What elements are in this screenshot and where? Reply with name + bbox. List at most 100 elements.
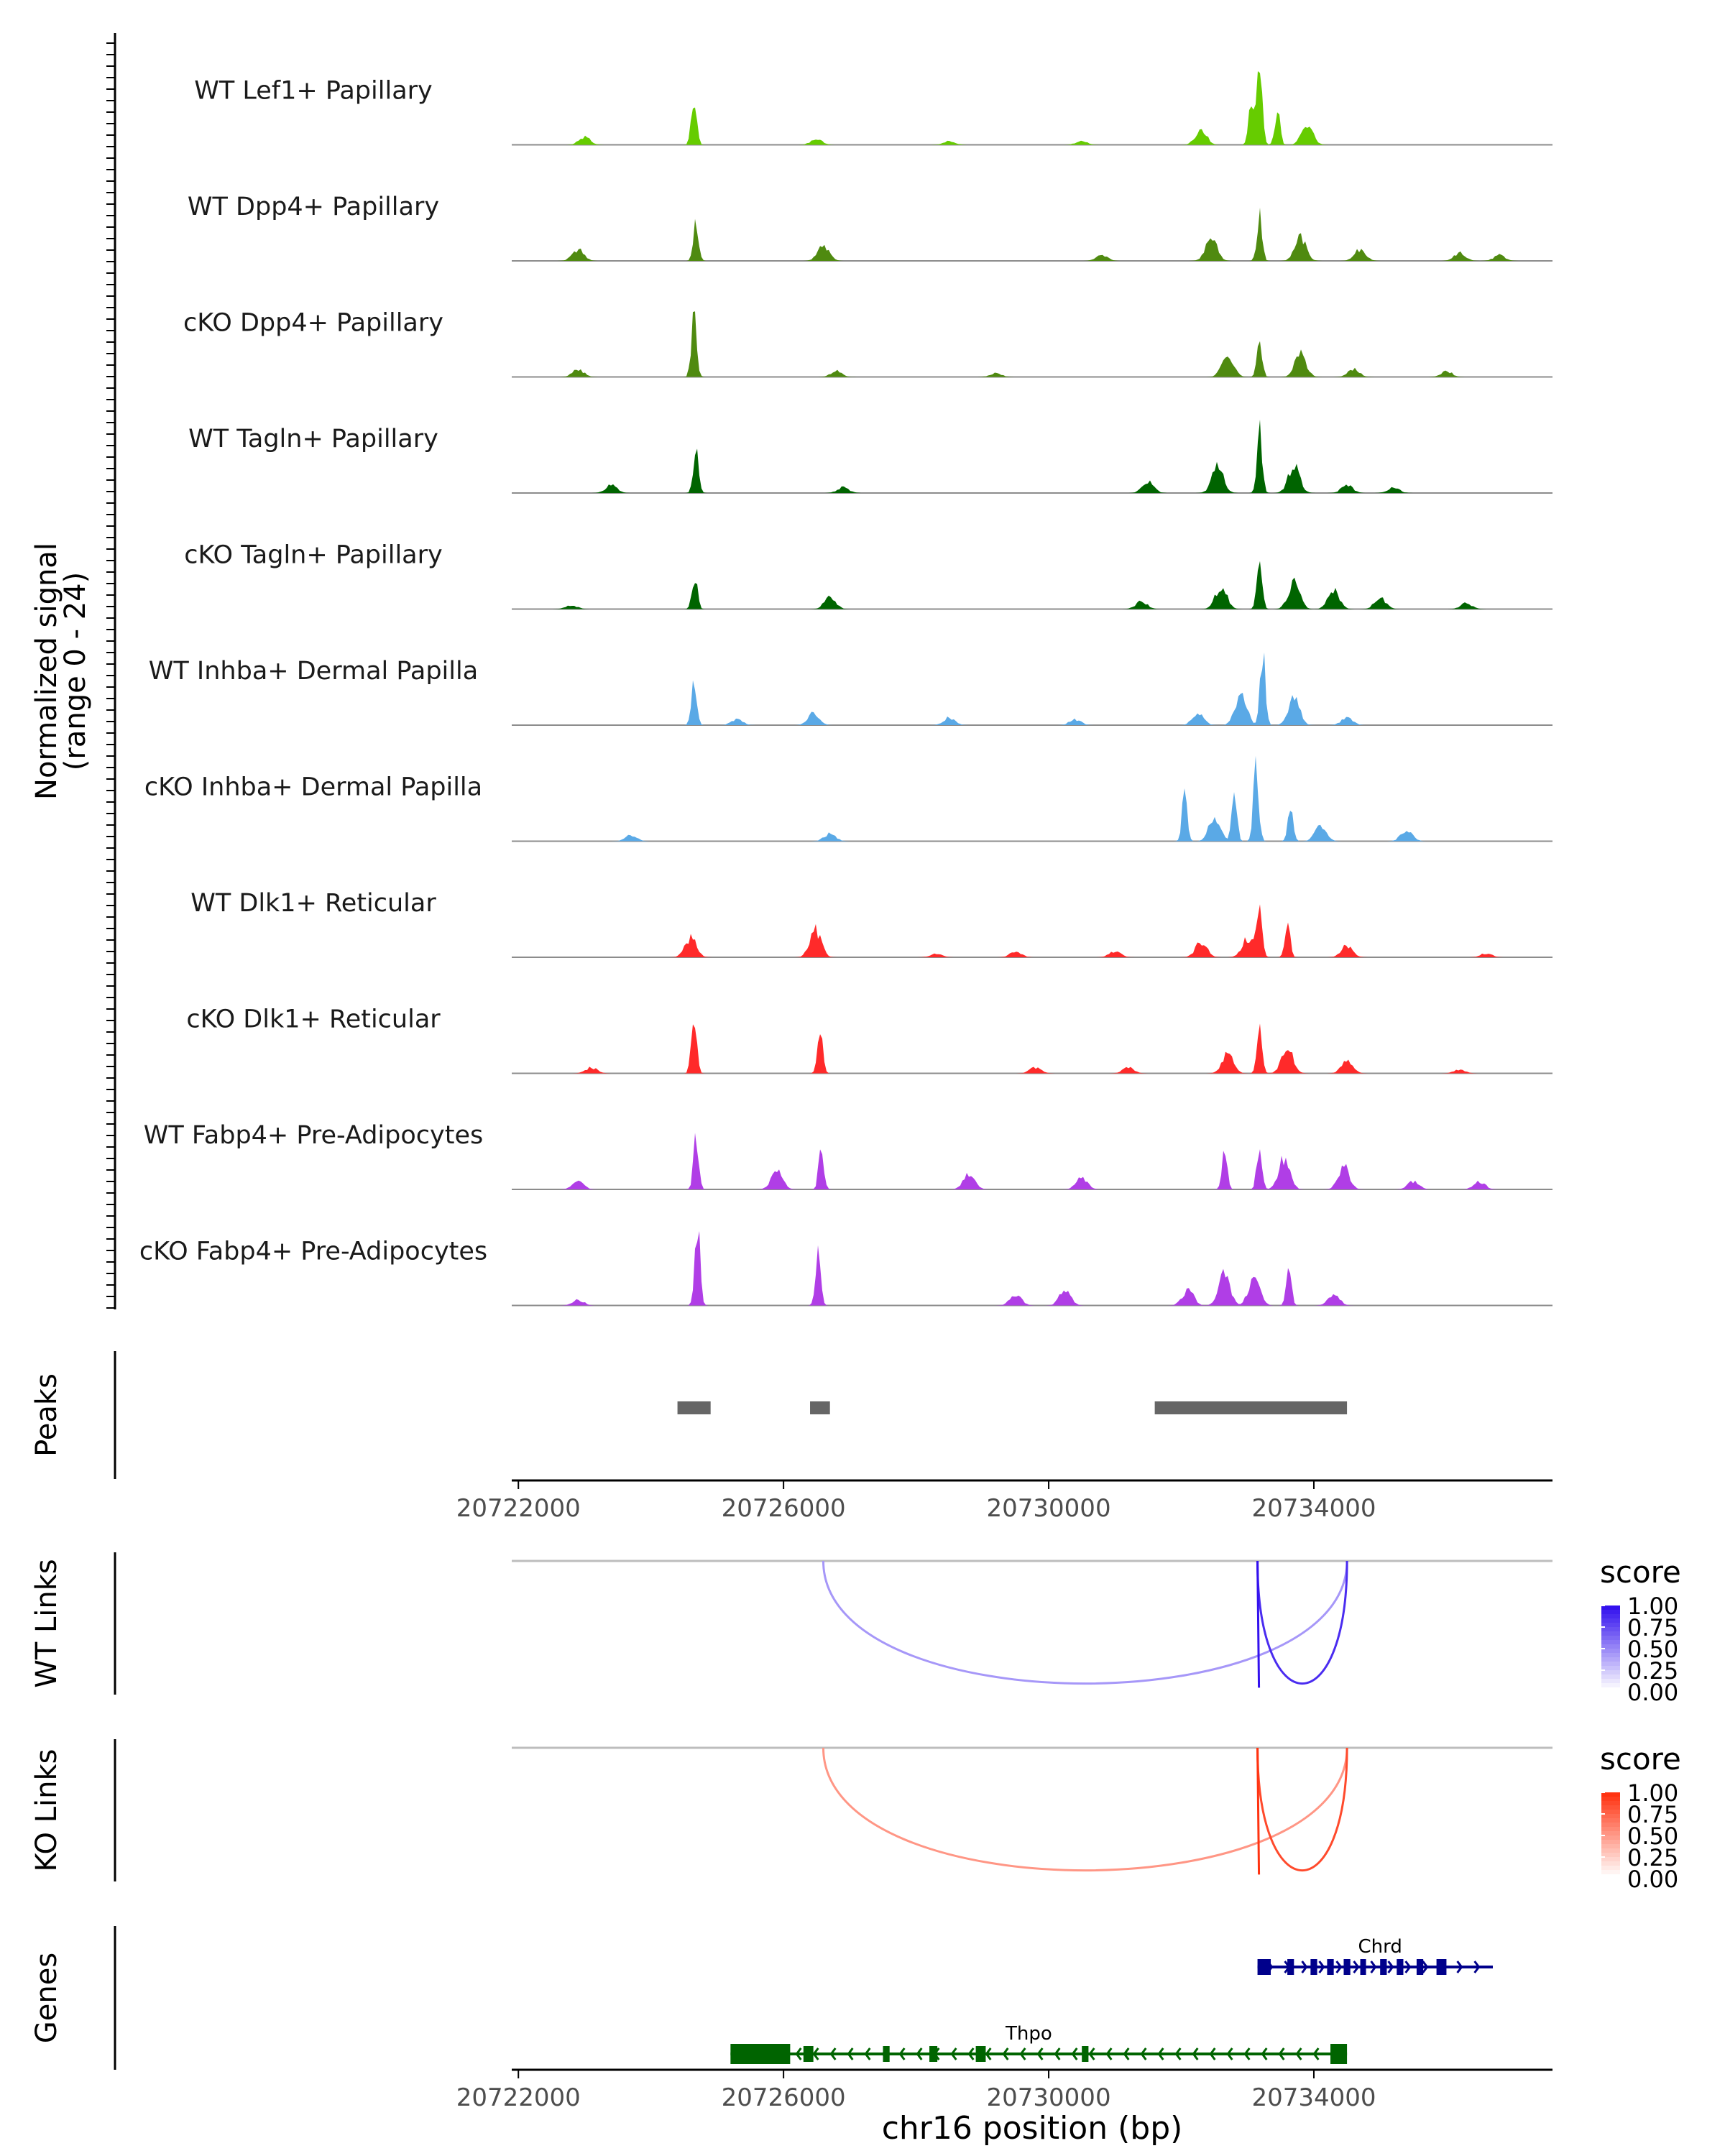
strand-arrow — [1353, 1961, 1360, 1973]
x-tick-label: 20734000 — [1251, 1494, 1376, 1523]
strand-arrow — [1370, 1961, 1377, 1973]
legend-gradient-step — [1601, 1614, 1620, 1619]
gene-thpo: Thpo — [730, 2023, 1348, 2064]
strand-arrow — [812, 2047, 819, 2060]
track-signal-area — [512, 1133, 1552, 1189]
signal-axis-ticks — [106, 42, 115, 1309]
legend-gradient-step — [1601, 1801, 1620, 1806]
strand-arrow — [864, 2047, 871, 2060]
strand-arrow — [1105, 2047, 1113, 2060]
strand-arrow — [916, 2047, 923, 2060]
legend-tick-label: 0.00 — [1627, 1866, 1678, 1893]
gene-exon — [730, 2044, 791, 2064]
x-tick-label: 20722000 — [456, 1494, 581, 1523]
y-axis-label: Normalized signal — [30, 543, 63, 800]
gene-exon — [883, 2046, 890, 2062]
peak-region — [1154, 1401, 1348, 1414]
strand-arrow — [1318, 1961, 1325, 1973]
legend-gradient-step — [1601, 1649, 1620, 1654]
gene-exon — [1330, 2044, 1348, 2064]
legend-gradient-step — [1601, 1657, 1620, 1662]
gene-exon — [1343, 1959, 1351, 1975]
legend-gradient-step — [1601, 1853, 1620, 1858]
strand-arrow — [1226, 2047, 1233, 2060]
wt-links-track — [512, 1560, 1552, 1688]
track-signal-area — [512, 419, 1552, 493]
track-signal-area — [512, 904, 1552, 957]
track-label: WT Dlk1+ Reticular — [190, 889, 436, 918]
gene-exon — [975, 2046, 986, 2062]
strand-arrow — [1295, 2047, 1302, 2060]
legend-gradient-step — [1601, 1687, 1620, 1692]
strand-arrow — [1192, 2047, 1199, 2060]
peaks-track-label: Peaks — [30, 1373, 63, 1457]
legend-gradient-step — [1601, 1666, 1620, 1671]
strand-arrow — [847, 2047, 854, 2060]
legend-gradient-step — [1601, 1857, 1620, 1862]
legend-gradient-step — [1601, 1792, 1620, 1797]
legend-gradient-step — [1601, 1814, 1620, 1819]
gene-exon — [1287, 1959, 1294, 1975]
x-axis-ticks-bottom: 20722000 20726000 20730000 20734000 — [456, 2070, 1376, 2112]
track-signal-area — [512, 561, 1552, 609]
track-signal-area — [512, 311, 1552, 377]
ko-links-track — [512, 1746, 1552, 1875]
strand-arrow — [1312, 2047, 1320, 2060]
gene-exon — [1257, 1959, 1271, 1975]
strand-arrow — [1019, 2047, 1026, 2060]
strand-arrow — [1088, 2047, 1095, 2060]
track-signal-area — [512, 653, 1552, 725]
legend-gradient-step — [1601, 1610, 1620, 1615]
legend-gradient-step — [1601, 1844, 1620, 1849]
strand-arrow — [1335, 1961, 1343, 1973]
legend-gradient-step — [1601, 1644, 1620, 1649]
legend-gradient-step — [1601, 1827, 1620, 1832]
track-label: cKO Dpp4+ Papillary — [183, 309, 443, 338]
strand-arrow — [1456, 1961, 1463, 1973]
coverage-tracks: WT Lef1+ Papillary WT Dpp4+ Papillary cKO … — [139, 71, 1552, 1307]
track-label: WT Tagln+ Papillary — [188, 425, 438, 453]
genes-track-label: Genes — [30, 1953, 63, 2043]
x-tick-label: 20722000 — [456, 2083, 581, 2112]
peak-region — [677, 1401, 711, 1414]
ko-legend-title: score — [1600, 1741, 1681, 1777]
peak-region — [810, 1401, 830, 1414]
track-signal-area — [512, 71, 1552, 145]
strand-arrow — [1157, 2047, 1164, 2060]
legend-gradient-step — [1601, 1618, 1620, 1623]
strand-arrow — [1036, 2047, 1044, 2060]
strand-arrow — [1422, 1961, 1429, 1973]
track-label: cKO Inhba+ Dermal Papilla — [144, 773, 482, 802]
track-label: WT Dpp4+ Papillary — [188, 193, 439, 221]
track-10: cKO Fabp4+ Pre-Adipocytes — [139, 1231, 1552, 1307]
strand-arrow — [1301, 1961, 1308, 1973]
gene-exon — [1397, 1959, 1404, 1975]
strand-arrow — [1261, 2047, 1268, 2060]
legend-gradient-step — [1601, 1810, 1620, 1815]
track-1: WT Dpp4+ Papillary — [188, 193, 1552, 262]
track-signal-area — [512, 1023, 1552, 1074]
legend-gradient-step — [1601, 1627, 1620, 1632]
track-6: cKO Inhba+ Dermal Papilla — [144, 755, 1552, 842]
legend-gradient-step — [1601, 1623, 1620, 1628]
track-signal-area — [512, 755, 1552, 842]
legend-gradient-step — [1601, 1640, 1620, 1645]
ko-links-label: KO Links — [30, 1749, 63, 1872]
gene-chrd: Chrd — [1257, 1936, 1493, 1975]
legend-gradient-step — [1601, 1670, 1620, 1675]
legend-tick-label: 0.50 — [1627, 1823, 1678, 1850]
legend-tick-label: 0.50 — [1627, 1636, 1678, 1663]
strand-arrow — [1174, 2047, 1182, 2060]
x-tick-label: 20730000 — [987, 1494, 1111, 1523]
legend-gradient-step — [1601, 1662, 1620, 1667]
legend-tick-label: 0.25 — [1627, 1844, 1678, 1871]
legend-gradient-step — [1601, 1674, 1620, 1680]
legend-gradient-step — [1601, 1835, 1620, 1841]
strand-arrow — [1278, 2047, 1285, 2060]
x-axis-label: chr16 position (bp) — [882, 2110, 1183, 2147]
strand-arrow — [898, 2047, 906, 2060]
strand-arrow — [1123, 2047, 1130, 2060]
gene-exon — [1380, 1959, 1387, 1975]
track-8: cKO Dlk1+ Reticular — [186, 1005, 1552, 1074]
strand-arrow — [829, 2047, 837, 2060]
